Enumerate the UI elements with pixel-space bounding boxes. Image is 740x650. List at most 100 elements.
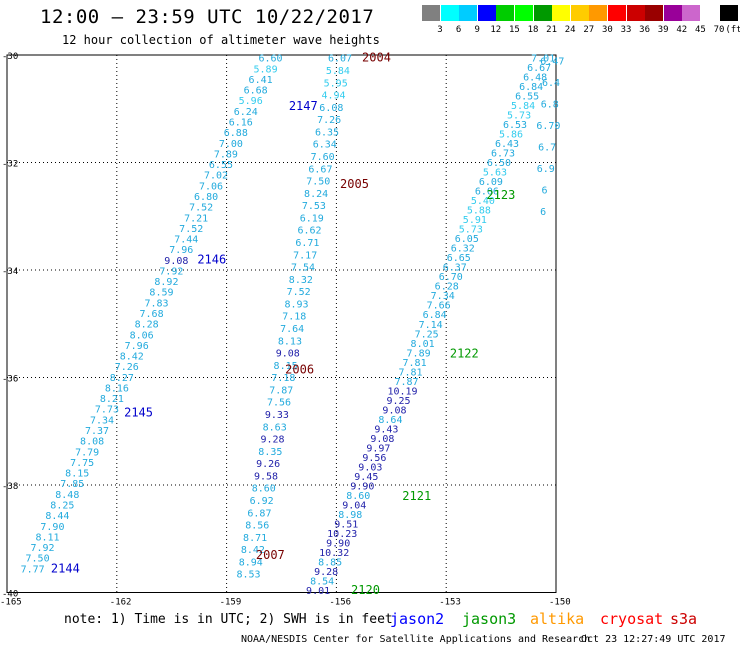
legend-swatch bbox=[608, 5, 626, 21]
legend-label: 3 bbox=[437, 25, 443, 35]
latitude-tick-label: -40 bbox=[2, 590, 18, 600]
wave-height-value: 8.13 bbox=[278, 336, 302, 347]
legend-swatch bbox=[645, 5, 664, 21]
wave-height-value: 9.08 bbox=[370, 434, 394, 445]
wave-height-value: 5.84 bbox=[511, 101, 535, 112]
pass-number-label: 2005 bbox=[340, 177, 369, 191]
wave-height-value: 6.08 bbox=[319, 103, 343, 114]
legend-swatch bbox=[440, 5, 459, 21]
wave-height-value: 8.71 bbox=[243, 533, 267, 544]
legend-swatch bbox=[589, 5, 608, 21]
legend-swatch bbox=[496, 5, 515, 21]
pass-number-label: 2006 bbox=[285, 362, 314, 376]
wave-height-value: 7.85 bbox=[60, 479, 84, 490]
wave-height-value: 7.96 bbox=[169, 245, 193, 256]
legend-swatch bbox=[701, 5, 719, 21]
legend-label: 39 bbox=[657, 25, 669, 35]
satellite-altika: altika bbox=[530, 610, 585, 628]
wave-height-value: 7.18 bbox=[282, 312, 306, 323]
wave-height-value: 8.35 bbox=[258, 447, 282, 458]
wave-height-value: 9.28 bbox=[260, 435, 284, 446]
wave-height-value: 7.02 bbox=[204, 171, 228, 182]
wave-height-value: 5.84 bbox=[326, 66, 350, 77]
wave-height-value: 6.55 bbox=[209, 160, 233, 171]
legend-label: 9 bbox=[474, 25, 480, 35]
legend-label: 15 bbox=[508, 25, 520, 35]
legend-label: 27 bbox=[583, 25, 595, 35]
wave-height-value: 6.24 bbox=[234, 107, 258, 118]
wave-height-value: 7.14 bbox=[419, 320, 443, 331]
legend-label: 12 bbox=[490, 25, 502, 35]
satellite-jason3: jason3 bbox=[462, 610, 517, 628]
longitude-tick-label: -153 bbox=[439, 598, 461, 608]
wave-height-value: 8.21 bbox=[100, 394, 124, 405]
legend-label: 45 bbox=[694, 25, 706, 35]
legend-label: 30 bbox=[601, 25, 613, 35]
wave-height-value: 6.35 bbox=[315, 127, 339, 138]
wave-height-value: 6.7 bbox=[538, 142, 556, 153]
wave-height-value: 6.32 bbox=[451, 244, 475, 255]
wave-height-value: 7.64 bbox=[280, 324, 304, 335]
footer-organization: NOAA/NESDIS Center for Satellite Applica… bbox=[241, 634, 591, 645]
pass-number-label: 2121 bbox=[402, 489, 431, 503]
wave-height-value: 7.81 bbox=[403, 358, 427, 369]
wave-height-value: 8.06 bbox=[130, 330, 154, 341]
wave-height-value: 7.18 bbox=[271, 373, 295, 384]
wave-height-value: 9.03 bbox=[358, 462, 382, 473]
wave-height-value: 9.01 bbox=[306, 586, 330, 597]
wave-height-value: 5.95 bbox=[324, 78, 348, 89]
wave-height-value: 5.40 bbox=[471, 196, 495, 207]
wave-height-value: 6.41 bbox=[249, 75, 273, 86]
wave-height-value: 7.92 bbox=[30, 543, 54, 554]
wave-height-value: 6.50 bbox=[487, 158, 511, 169]
wave-height-value: 8.54 bbox=[310, 576, 334, 587]
legend-label: 36 bbox=[639, 25, 651, 35]
legend-swatch bbox=[552, 5, 571, 21]
legend-label: 21 bbox=[546, 25, 558, 35]
wave-height-value: 7.81 bbox=[399, 367, 423, 378]
wave-height-value: 6.19 bbox=[300, 213, 324, 224]
wave-height-value: 8.59 bbox=[149, 288, 173, 299]
legend-label: 33 bbox=[620, 25, 632, 35]
wave-height-value: 9.04 bbox=[342, 500, 366, 511]
wave-height-value: 6.70 bbox=[439, 272, 463, 283]
wave-height-value: 6.09 bbox=[479, 177, 503, 188]
wave-height-value: 6.70 bbox=[536, 121, 560, 132]
wave-height-value: 8.64 bbox=[378, 415, 402, 426]
wave-height-value: 9.08 bbox=[382, 405, 406, 416]
wave-height-value: 8.48 bbox=[55, 490, 79, 501]
wave-height-value: 7.34 bbox=[90, 415, 114, 426]
latitude-tick-label: -34 bbox=[2, 267, 18, 277]
wave-height-value: 9.33 bbox=[265, 410, 289, 421]
wave-height-value: 8.25 bbox=[50, 500, 74, 511]
wave-height-value: 5.86 bbox=[499, 130, 523, 141]
legend-swatch bbox=[663, 5, 682, 21]
wave-height-value: 6.8 bbox=[541, 99, 559, 110]
wave-height-value: 5.63 bbox=[483, 168, 507, 179]
wave-height-value: 6.87 bbox=[247, 508, 271, 519]
legend-swatch bbox=[477, 5, 496, 21]
longitude-tick-label: -165 bbox=[0, 598, 22, 608]
wave-height-value: 7.50 bbox=[306, 177, 330, 188]
wave-height-value: 8.53 bbox=[237, 570, 261, 581]
wave-height-value: 7.60 bbox=[311, 152, 335, 163]
wave-height-value: 6.9 bbox=[537, 164, 555, 175]
wave-height-value: 8.94 bbox=[239, 557, 263, 568]
pass-number-label: 2147 bbox=[289, 99, 318, 113]
legend-swatch bbox=[719, 5, 738, 21]
legend-label: 70 bbox=[713, 25, 725, 35]
wave-height-value: 7.37 bbox=[85, 426, 109, 437]
wave-height-value: 5.91 bbox=[463, 215, 487, 226]
wave-height-value: 6.07 bbox=[328, 54, 352, 65]
wave-height-value: 8.24 bbox=[304, 189, 328, 200]
wave-height-value: 6.05 bbox=[455, 234, 479, 245]
wave-height-value: 5.96 bbox=[239, 96, 263, 107]
legend-swatch bbox=[626, 5, 645, 21]
wave-height-value: 7.26 bbox=[317, 115, 341, 126]
legend-label: 18 bbox=[527, 25, 539, 35]
wave-height-value: 6.06 bbox=[475, 187, 499, 198]
latitude-tick-label: -30 bbox=[2, 52, 18, 62]
wave-height-value: 7.83 bbox=[144, 298, 168, 309]
pass-number-label: 2144 bbox=[51, 561, 80, 575]
wave-height-value: 4.94 bbox=[321, 91, 345, 102]
